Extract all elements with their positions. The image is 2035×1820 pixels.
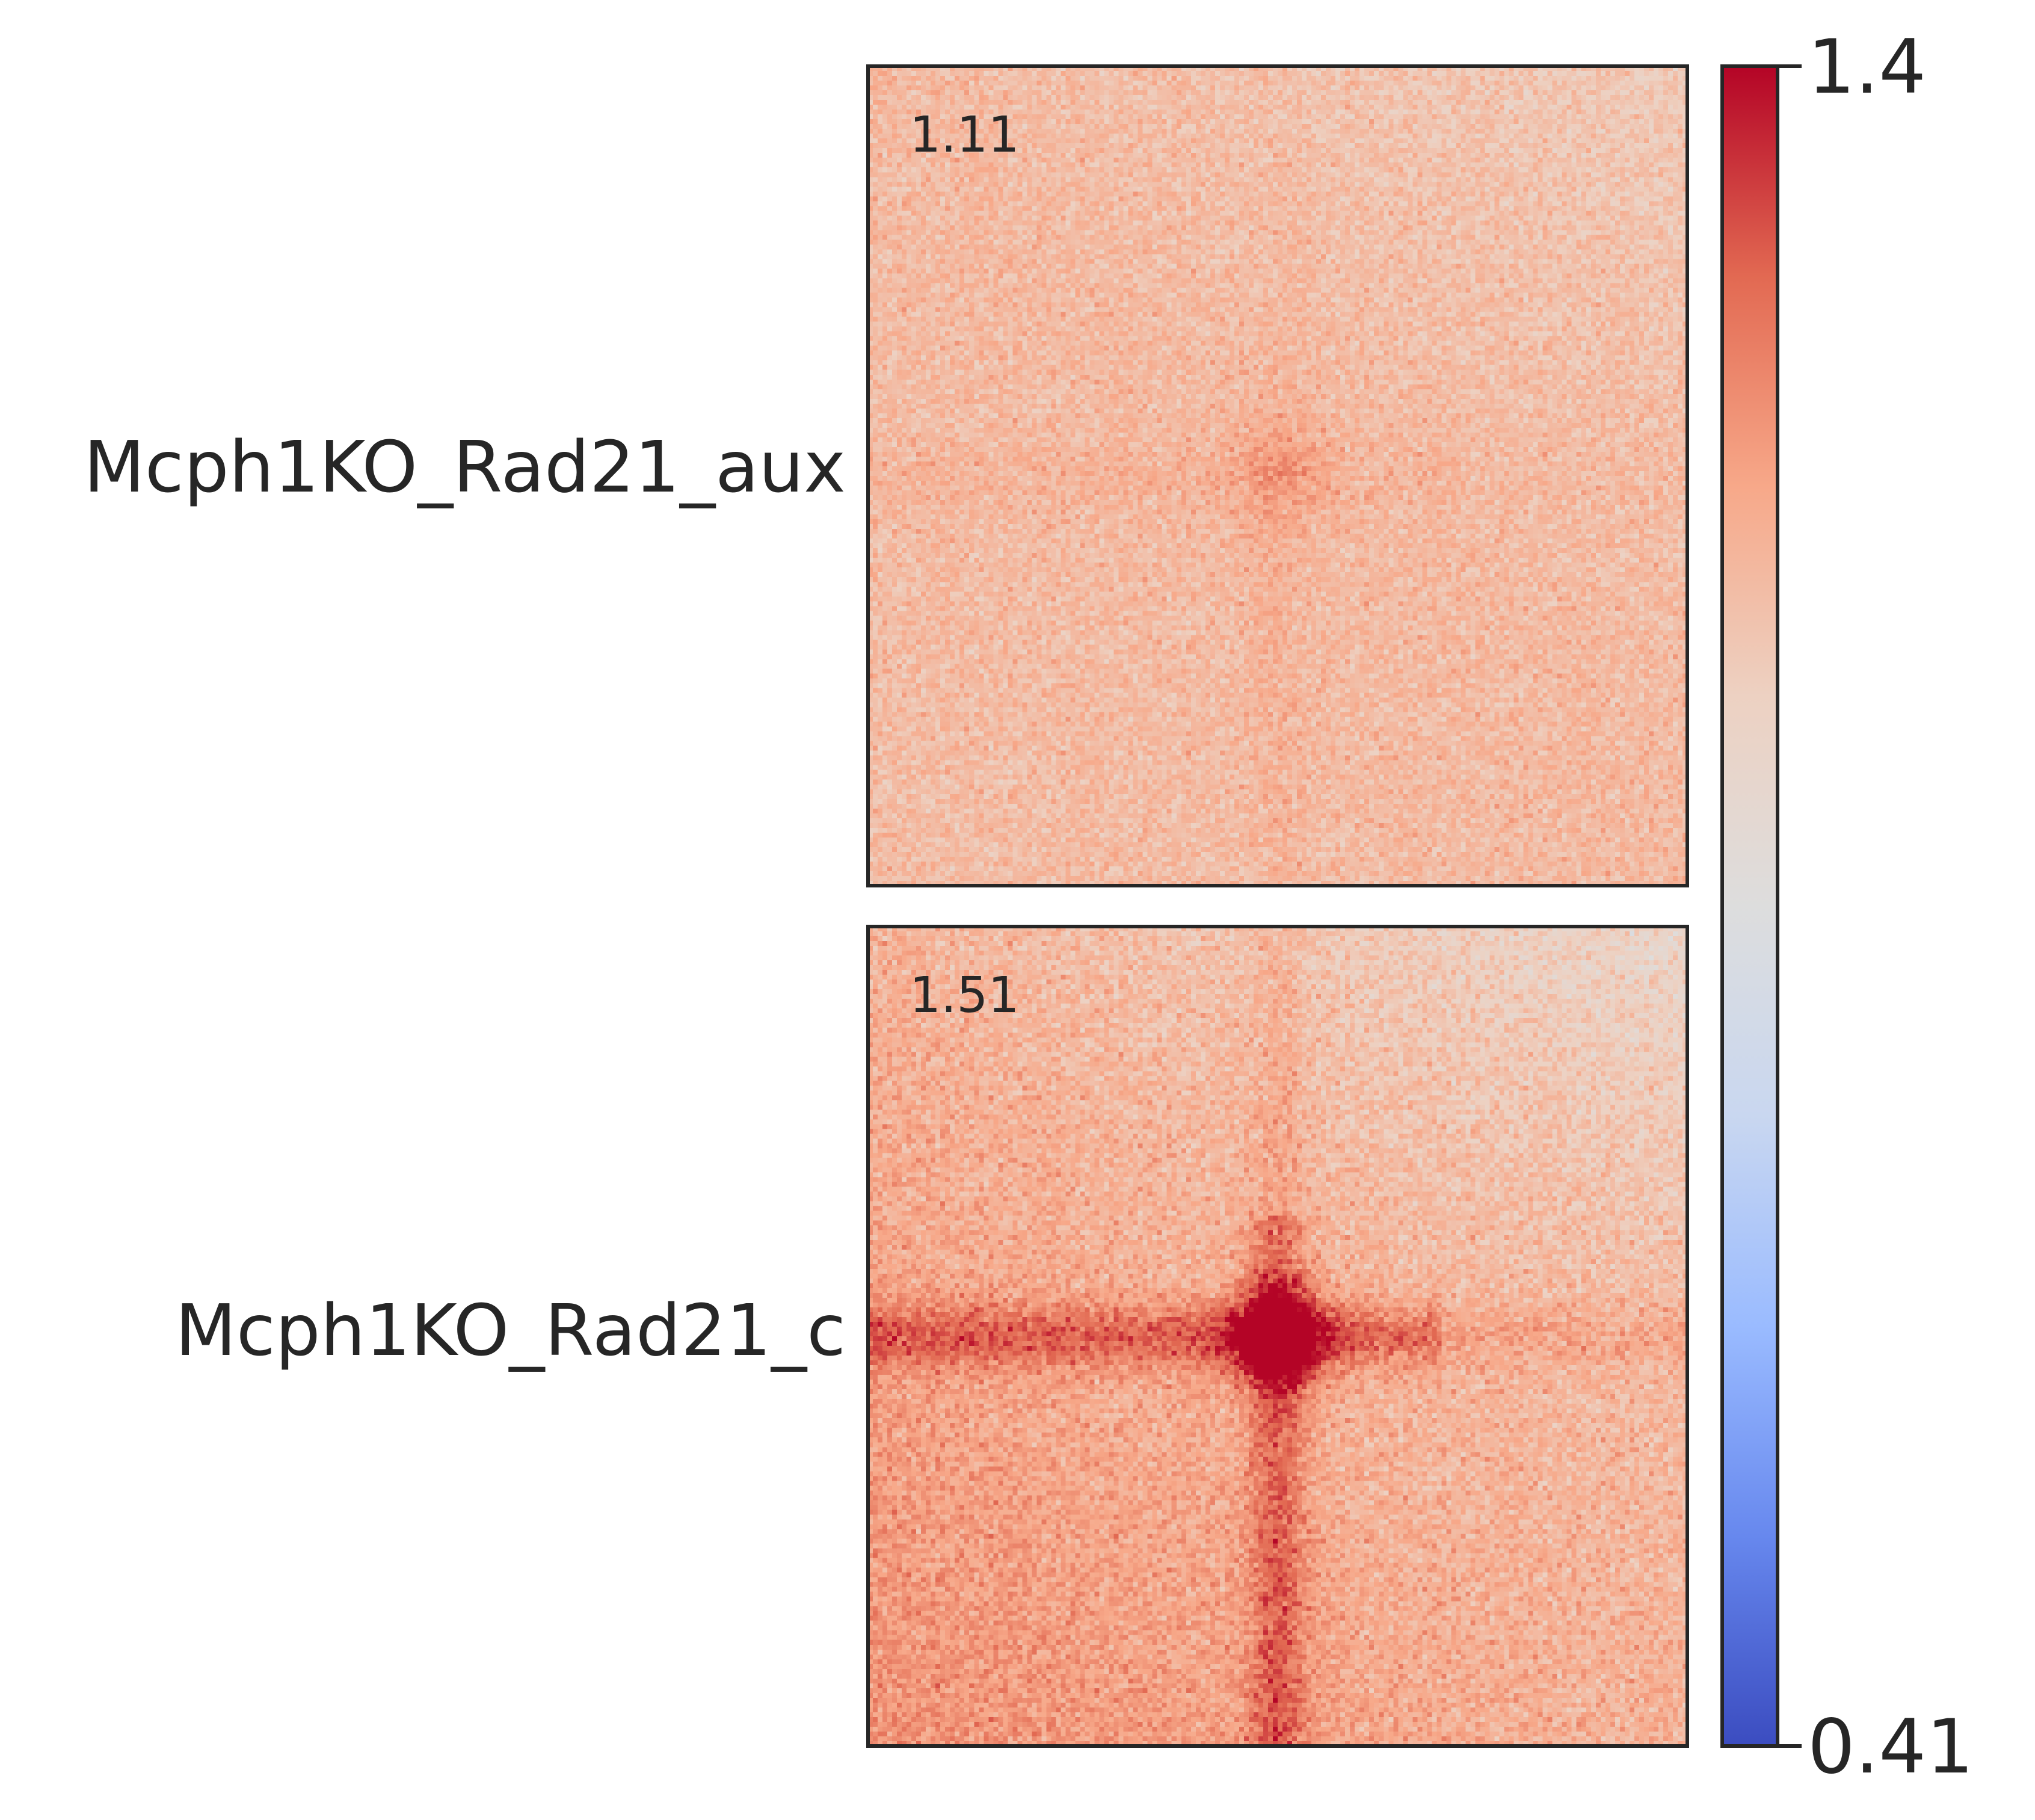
heatmap-panel-c: 1.51 Mcph1KO_Rad21_c bbox=[175, 925, 1689, 1748]
colorbar-frame bbox=[1720, 64, 1779, 1748]
colorbar: 1.4 0.41 bbox=[1720, 24, 1974, 1791]
heatmap-cells-c bbox=[868, 927, 1687, 1746]
row-label-aux: Mcph1KO_Rad21_aux bbox=[84, 425, 846, 508]
panel-frame-aux bbox=[866, 64, 1689, 887]
heatmap-canvas-holder-aux bbox=[868, 66, 1687, 886]
panel-frame-c bbox=[866, 925, 1689, 1748]
heatmap-cells-aux bbox=[868, 66, 1687, 886]
panel-score-c: 1.51 bbox=[910, 967, 1020, 1024]
panel-score-aux: 1.11 bbox=[910, 106, 1020, 164]
colorbar-tick-label-1: 0.41 bbox=[1808, 1704, 1974, 1791]
colorbar-ticks: 1.4 0.41 bbox=[1778, 24, 1974, 1791]
colorbar-tick-label-0: 1.4 bbox=[1808, 24, 1926, 111]
colorbar-fill bbox=[1722, 66, 1778, 1746]
row-label-c: Mcph1KO_Rad21_c bbox=[175, 1289, 846, 1372]
heatmap-canvas-holder-c bbox=[868, 927, 1687, 1746]
heatmap-panel-aux: 1.11 Mcph1KO_Rad21_aux bbox=[84, 64, 1689, 887]
